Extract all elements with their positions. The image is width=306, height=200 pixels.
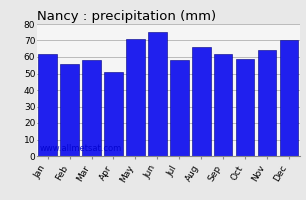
Bar <box>38 54 57 156</box>
Bar <box>148 32 167 156</box>
Text: www.allmetsat.com: www.allmetsat.com <box>39 144 121 153</box>
Text: Nancy : precipitation (mm): Nancy : precipitation (mm) <box>37 10 216 23</box>
Bar <box>214 54 233 156</box>
Bar <box>82 60 101 156</box>
Bar <box>170 60 188 156</box>
Bar <box>60 64 79 156</box>
Bar <box>280 40 298 156</box>
Bar <box>258 50 276 156</box>
Bar <box>236 59 254 156</box>
Bar <box>126 39 145 156</box>
Bar <box>192 47 211 156</box>
Bar <box>104 72 123 156</box>
